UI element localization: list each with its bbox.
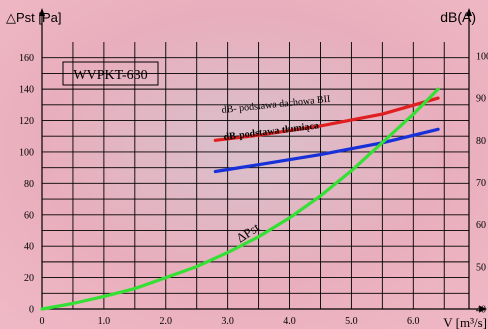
x-tick-label: 4.0 xyxy=(283,316,296,327)
x-tick-label: 1.0 xyxy=(98,316,111,327)
grid xyxy=(42,42,469,309)
chart-title: WVPKT-630 xyxy=(73,68,147,83)
x-axis-arrow xyxy=(480,306,487,312)
y-left-tick-label: 20 xyxy=(24,273,34,284)
y-right-tick-label: 50 xyxy=(476,262,486,273)
y-left-tick-label: 140 xyxy=(19,85,34,96)
y-right-tick-label: 70 xyxy=(476,178,486,189)
y-left-tick-label: 60 xyxy=(24,210,34,221)
y-left-axis-arrow xyxy=(39,8,45,16)
series-lines xyxy=(40,87,440,311)
y-left-tick-label: 120 xyxy=(19,116,34,127)
y-right-tick-label: 90 xyxy=(476,94,486,105)
x-tick-label: 5.0 xyxy=(345,316,358,327)
y-right-axis-label: dB(A) xyxy=(440,9,476,25)
series-line-1 xyxy=(213,127,440,174)
y-left-tick-label: 160 xyxy=(19,53,34,64)
series-line-2 xyxy=(40,87,440,311)
tick-labels: 0 20 40 60 80 100 120 140 160 40 50 60 70 80 90 100 0 1.0… xyxy=(19,51,488,327)
x-tick-label: 2.0 xyxy=(160,316,173,327)
chart-title-box xyxy=(62,61,159,86)
y-right-axis-arrow xyxy=(466,8,472,16)
y-left-tick-label: 80 xyxy=(24,179,34,190)
y-left-tick-label: 100 xyxy=(19,147,34,158)
y-right-tick-label: 100 xyxy=(476,51,488,62)
series-line-0 xyxy=(213,96,440,142)
axes xyxy=(39,8,487,312)
y-left-tick-label: 0 xyxy=(29,305,34,316)
x-tick-label: 0 xyxy=(40,316,45,327)
x-tick-label: 6.0 xyxy=(407,316,420,327)
x-tick-label: 3.0 xyxy=(221,316,234,327)
y-right-tick-label: 60 xyxy=(476,220,486,231)
y-left-tick-label: 40 xyxy=(24,242,34,253)
y-right-tick-label: 40 xyxy=(476,305,486,316)
y-right-tick-label: 80 xyxy=(476,136,486,147)
y-left-axis-label: △Pst [Pa] xyxy=(6,10,62,25)
x-axis-label: V [m³/s] xyxy=(443,315,487,329)
